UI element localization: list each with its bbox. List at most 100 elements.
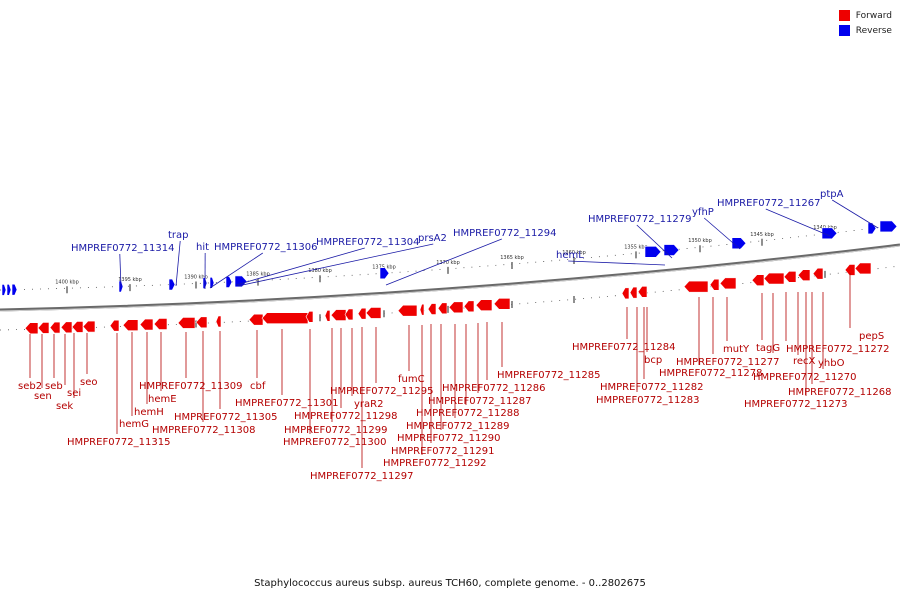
- forward-label-sen: sen: [34, 391, 52, 402]
- forward-label-hmpref0772-11300: HMPREF0772_11300: [283, 437, 386, 448]
- reverse-leader-prsa2: [237, 243, 434, 287]
- forward-label-hmpref0772-11273: HMPREF0772_11273: [744, 399, 847, 410]
- forward-label-seb2: seb2: [18, 381, 42, 392]
- forward-gene-0: [24, 322, 39, 335]
- forward-label-heme: hemE: [148, 394, 177, 405]
- genome-caption: Staphylococcus aureus subsp. aureus TCH6…: [254, 578, 646, 589]
- kbp-label-1390-kbp: 1390 kbp: [184, 275, 208, 281]
- forward-label-tagg: tagG: [756, 343, 780, 354]
- forward-label-hmpref0772-11308: HMPREF0772_11308: [152, 425, 255, 436]
- kbp-label-1350-kbp: 1350 kbp: [688, 238, 712, 244]
- reverse-leader-hmpref0772-11306: [209, 252, 264, 289]
- reverse-gene-4: [168, 278, 176, 291]
- forward-label-hmpref0772-11301: HMPREF0772_11301: [235, 398, 338, 409]
- legend-item-forward: Forward: [838, 8, 892, 23]
- reverse-label-hmpref0772-11304: HMPREF0772_11304: [316, 237, 419, 248]
- reverse-leader-yfhp: [703, 217, 741, 250]
- forward-gene-25: [448, 301, 464, 314]
- forward-gene-36: [763, 272, 785, 285]
- reverse-leader-hmpref0772-11314: [119, 253, 122, 288]
- kbp-label-1355-kbp: 1355 kbp: [624, 244, 648, 250]
- forward-label-hmpref0772-11287: HMPREF0772_11287: [428, 396, 531, 407]
- reverse-label-hmpref0772-11294: HMPREF0772_11294: [453, 228, 556, 239]
- reverse-leader-hmpref0772-11304: [235, 247, 365, 286]
- reverse-label-yfhp: yfhP: [692, 207, 714, 218]
- reverse-gene-11: [663, 244, 680, 256]
- forward-gene-40: [844, 264, 856, 276]
- forward-label-yhbo: yhbO: [818, 358, 845, 369]
- reverse-gene-7: [225, 276, 233, 288]
- forward-label-hmpref0772-11283: HMPREF0772_11283: [596, 395, 699, 406]
- kbp-label-1395-kbp: 1395 kbp: [118, 277, 142, 283]
- kbp-label-1365-kbp: 1365 kbp: [500, 255, 524, 261]
- forward-gene-26: [463, 300, 475, 313]
- forward-gene-29: [621, 287, 630, 300]
- kbp-label-1370-kbp: 1370 kbp: [436, 260, 460, 266]
- forward-gene-32: [683, 280, 709, 293]
- legend-swatch-reverse: [838, 25, 850, 36]
- forward-label-hmpref0772-11295: HMPREF0772_11295: [330, 386, 433, 397]
- reverse-label-hmpref0772-11279: HMPREF0772_11279: [588, 214, 691, 225]
- forward-gene-34: [719, 277, 737, 290]
- reverse-leader-hmpref0772-11267: [765, 208, 831, 237]
- legend-swatch-forward: [838, 10, 850, 21]
- forward-label-hmpref0772-11277: HMPREF0772_11277: [676, 357, 779, 368]
- genome-backbone: [0, 243, 900, 312]
- forward-label-hmpref0772-11298: HMPREF0772_11298: [294, 411, 397, 422]
- reverse-leader-heml: [568, 260, 666, 266]
- forward-label-hmpref0772-11270: HMPREF0772_11270: [753, 372, 856, 383]
- forward-label-cbf: cbf: [250, 381, 266, 392]
- legend-label-forward: Forward: [855, 10, 892, 21]
- reverse-gene-1: [6, 283, 12, 296]
- legend-label-reverse: Reverse: [855, 25, 892, 36]
- reverse-label-prsa2: prsA2: [418, 233, 447, 244]
- forward-gene-13: [248, 313, 264, 326]
- reverse-gene-13: [821, 227, 838, 240]
- forward-gene-22: [419, 303, 425, 316]
- reverse-gene-9: [379, 267, 390, 280]
- forward-label-hmpref0772-11282: HMPREF0772_11282: [600, 382, 703, 393]
- forward-gene-37: [783, 270, 797, 283]
- genome-backbone-highlight: [0, 245, 900, 312]
- reverse-leader-hmpref0772-11294: [385, 238, 502, 286]
- forward-label-seb: seb: [45, 381, 63, 392]
- forward-label-hmpref0772-11309: HMPREF0772_11309: [139, 381, 242, 392]
- reverse-label-heml: hemL: [556, 250, 584, 261]
- forward-gene-7: [122, 319, 139, 331]
- reverse-leader-trap: [175, 240, 181, 287]
- forward-label-fumc: fumC: [398, 374, 425, 385]
- legend: Forward Reverse: [838, 8, 892, 38]
- kbp-label-1385-kbp: 1385 kbp: [246, 272, 270, 278]
- forward-label-seo: seo: [80, 377, 97, 388]
- forward-gene-19: [357, 307, 367, 320]
- reverse-gene-12: [731, 237, 747, 250]
- forward-gene-16: [324, 309, 331, 322]
- forward-label-hmpref0772-11290: HMPREF0772_11290: [397, 433, 500, 444]
- reverse-label-hmpref0772-11306: HMPREF0772_11306: [214, 242, 317, 253]
- forward-label-hmpref0772-11285: HMPREF0772_11285: [497, 370, 600, 381]
- forward-label-hmpref0772-11305: HMPREF0772_11305: [174, 412, 277, 423]
- reverse-label-hmpref0772-11267: HMPREF0772_11267: [717, 198, 820, 209]
- forward-gene-1: [37, 322, 50, 334]
- forward-label-hmpref0772-11289: HMPREF0772_11289: [406, 421, 509, 432]
- reverse-label-hmpref0772-11314: HMPREF0772_11314: [71, 243, 174, 254]
- reverse-leader-ptpa: [831, 199, 879, 229]
- forward-gene-27: [475, 299, 493, 312]
- forward-gene-18: [344, 308, 354, 321]
- forward-gene-31: [637, 285, 648, 298]
- forward-label-hmpref0772-11292: HMPREF0772_11292: [383, 458, 486, 469]
- forward-gene-38: [797, 269, 811, 282]
- legend-item-reverse: Reverse: [838, 23, 892, 38]
- forward-gene-6: [109, 319, 120, 332]
- kbp-label-1380-kbp: 1380 kbp: [308, 268, 332, 274]
- kbp-label-1375-kbp: 1375 kbp: [372, 264, 396, 270]
- forward-label-peps: pepS: [859, 331, 884, 342]
- reverse-gene-15: [879, 220, 898, 233]
- forward-gene-41: [854, 262, 872, 275]
- forward-gene-8: [139, 318, 154, 331]
- reverse-label-hit: hit: [196, 242, 209, 253]
- forward-label-hmpref0772-11315: HMPREF0772_11315: [67, 437, 170, 448]
- forward-label-hmpref0772-11272: HMPREF0772_11272: [786, 344, 889, 355]
- forward-label-hemg: hemG: [119, 419, 149, 430]
